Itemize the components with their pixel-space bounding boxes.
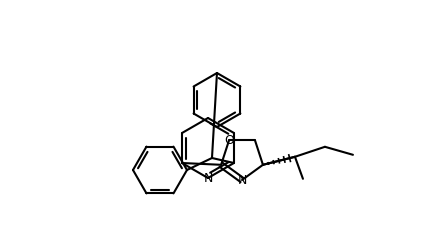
Text: N: N bbox=[203, 172, 213, 185]
Text: N: N bbox=[237, 174, 247, 187]
Text: O: O bbox=[224, 134, 234, 147]
